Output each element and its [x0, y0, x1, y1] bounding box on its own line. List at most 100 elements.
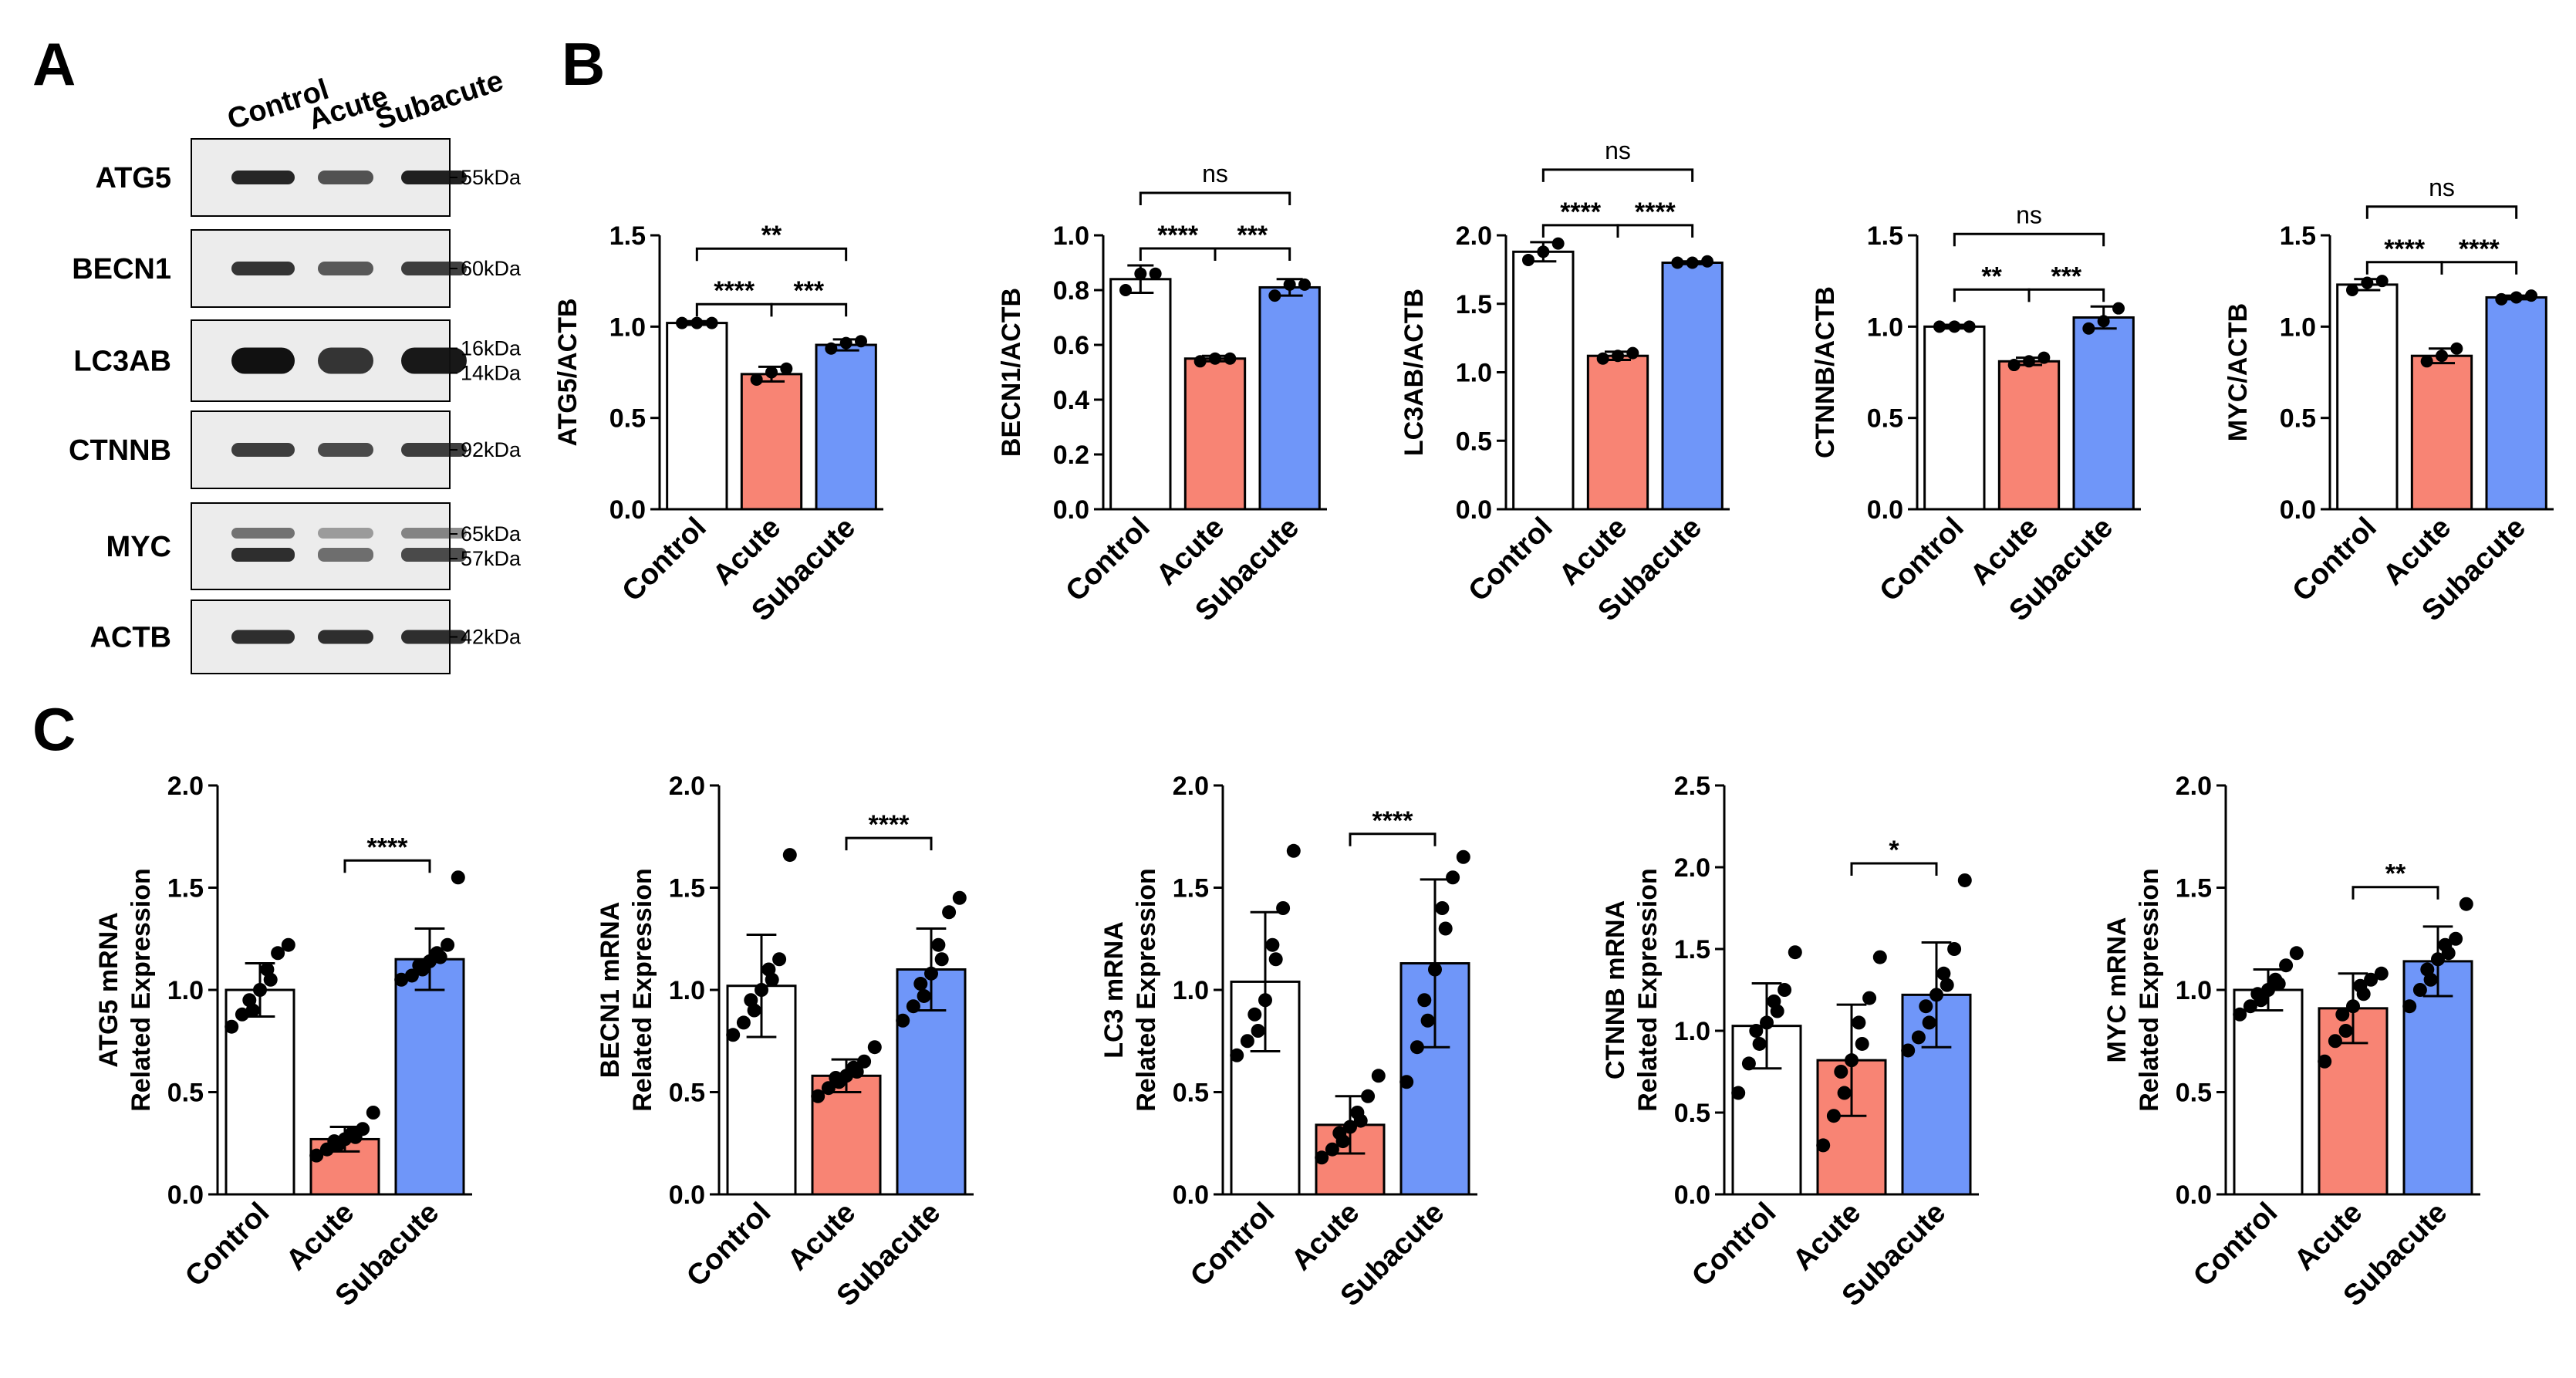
data-point	[1919, 999, 1933, 1014]
bar-charts: 0.00.51.01.5ATG5/ACTBControlAcuteSubacut…	[94, 137, 2554, 1312]
data-point	[1686, 256, 1699, 269]
data-point	[1258, 993, 1272, 1008]
data-point	[1456, 849, 1470, 864]
y-tick-label: 2.0	[1674, 853, 1710, 883]
data-point	[2261, 983, 2275, 997]
bar	[1661, 262, 1724, 511]
data-point	[1788, 945, 1802, 960]
significance-label: ****	[367, 833, 409, 862]
data-point	[924, 966, 938, 981]
data-point	[1134, 267, 1147, 280]
blot-band	[318, 443, 373, 457]
x-tick-label: Control	[2286, 512, 2382, 608]
data-point	[225, 1019, 239, 1034]
data-point	[260, 962, 275, 977]
significance-bracket	[2351, 886, 2439, 900]
significance-label: *	[1889, 836, 1899, 865]
bar	[2485, 296, 2547, 511]
y-axis-label: BECN1/ACTB	[997, 288, 1026, 457]
data-point	[1671, 256, 1684, 269]
bar	[2336, 283, 2399, 511]
data-point	[829, 1070, 843, 1085]
y-tick-label: 0.0	[669, 1180, 705, 1210]
data-point	[825, 342, 838, 355]
data-point	[1224, 352, 1237, 365]
blot-band	[318, 262, 373, 275]
y-tick-label: 0.5	[669, 1079, 705, 1108]
data-point	[855, 335, 867, 348]
data-point	[1862, 991, 1877, 1005]
data-point	[1417, 993, 1432, 1008]
y-tick-label: 0.5	[1456, 427, 1492, 456]
data-point	[451, 870, 465, 885]
x-tick-label: Acute	[782, 1197, 862, 1277]
data-point	[1612, 350, 1624, 363]
y-tick-label: 0.0	[1456, 495, 1492, 525]
y-tick-label: 1.0	[1867, 312, 1903, 342]
blot-band	[401, 262, 467, 275]
y-tick-label: 2.0	[1456, 221, 1492, 251]
significance-label: ns	[2016, 201, 2042, 228]
data-point	[755, 983, 768, 997]
blot-row-label: BECN1	[72, 253, 171, 285]
marker-label: 92kDa	[461, 438, 522, 461]
data-point	[2268, 972, 2283, 987]
y-tick-label: 0.5	[1173, 1079, 1209, 1108]
data-point	[2082, 322, 2095, 335]
data-point	[952, 890, 967, 905]
data-point	[1701, 255, 1713, 268]
data-point	[821, 1081, 836, 1096]
data-point	[750, 373, 763, 386]
y-tick-label: 1.0	[2176, 976, 2212, 1005]
significance-bracket	[2440, 261, 2518, 275]
x-tick-label: Acute	[1787, 1197, 1867, 1277]
y-tick-label: 1.0	[167, 976, 204, 1005]
y-axis-label: ATG5 mRNA	[94, 912, 123, 1068]
data-point	[394, 972, 409, 987]
data-point	[765, 366, 778, 379]
data-point	[2436, 350, 2448, 363]
data-point	[366, 1106, 380, 1120]
data-point	[2374, 966, 2389, 981]
x-tick-label: Acute	[2288, 1197, 2368, 1277]
bar	[1109, 278, 1172, 511]
blot-row-label: MYC	[106, 531, 171, 563]
data-point	[356, 1122, 370, 1137]
x-tick-label: Control	[1873, 512, 1970, 608]
data-point	[1268, 952, 1283, 967]
data-point	[2364, 972, 2378, 987]
blot-band	[401, 171, 467, 184]
blot-band	[231, 548, 295, 562]
data-point	[1410, 1040, 1424, 1055]
significance-bracket	[1953, 232, 2105, 247]
chart-1: 0.00.51.01.5ATG5/ACTBControlAcuteSubacut…	[553, 221, 883, 627]
data-point	[2495, 292, 2508, 306]
significance-label: ****	[1372, 806, 1414, 836]
data-point	[1298, 278, 1311, 291]
y-tick-label: 0.0	[2176, 1180, 2212, 1210]
data-point	[1947, 942, 1962, 956]
data-point	[772, 952, 787, 967]
data-point	[271, 946, 285, 961]
y-tick-label: 0.5	[167, 1079, 204, 1108]
chart-6: 0.0 0.5 1.0 1.5 2.0 ATG5 mRNA Related Expressi…	[94, 772, 472, 1312]
data-point	[1911, 1030, 1926, 1045]
y-axis-label: LC3 mRNA	[1099, 921, 1129, 1059]
data-point	[1936, 966, 1951, 981]
y-tick-label: 0.5	[2176, 1079, 2212, 1108]
bar	[394, 958, 465, 1196]
data-point	[2361, 276, 2374, 289]
data-point	[412, 958, 427, 973]
data-point	[1749, 1024, 1764, 1038]
data-point	[1286, 843, 1301, 858]
y-axis-label: Related Expression	[1132, 868, 1161, 1112]
data-point	[811, 1089, 825, 1103]
data-point	[1438, 921, 1453, 936]
x-tick-label: Control	[1184, 1197, 1281, 1293]
data-point	[1767, 994, 1781, 1008]
data-point	[1119, 284, 1132, 296]
blot-band	[401, 528, 467, 539]
data-point	[780, 362, 793, 375]
y-tick-label: 1.0	[1674, 1017, 1710, 1046]
data-point	[1537, 245, 1550, 258]
